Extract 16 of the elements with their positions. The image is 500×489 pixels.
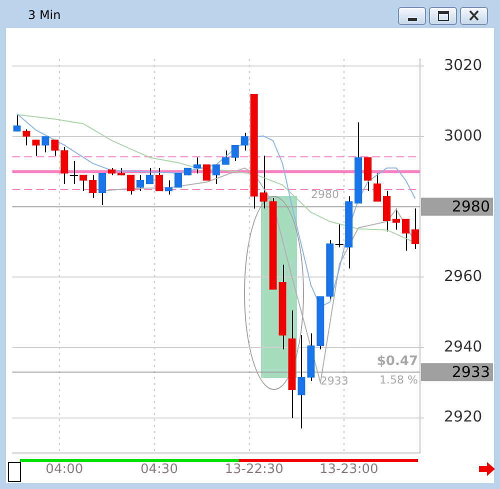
x-tick-label: 13-23:00 — [320, 462, 378, 478]
ref-line-label: 2980 — [452, 198, 490, 216]
annotation: 2980 — [310, 188, 339, 202]
x-tick-label: 04:30 — [140, 462, 178, 478]
ref-line-label: 2933 — [452, 362, 490, 381]
y-tick-label: 3020 — [444, 56, 482, 74]
y-tick-label: 2960 — [444, 267, 482, 285]
y-tick-label: 2940 — [444, 337, 482, 356]
y-tick-label: 3000 — [444, 126, 482, 144]
annotation: $0.47 — [376, 354, 418, 369]
x-tick-label: 13-22:30 — [224, 462, 284, 478]
x-tick-label: 04:00 — [46, 462, 84, 478]
annotation: 2933 — [320, 374, 348, 388]
chart-title: 3 Min — [28, 8, 61, 22]
y-tick-label: 2920 — [444, 408, 482, 426]
annotation: 1.58 % — [380, 373, 418, 386]
